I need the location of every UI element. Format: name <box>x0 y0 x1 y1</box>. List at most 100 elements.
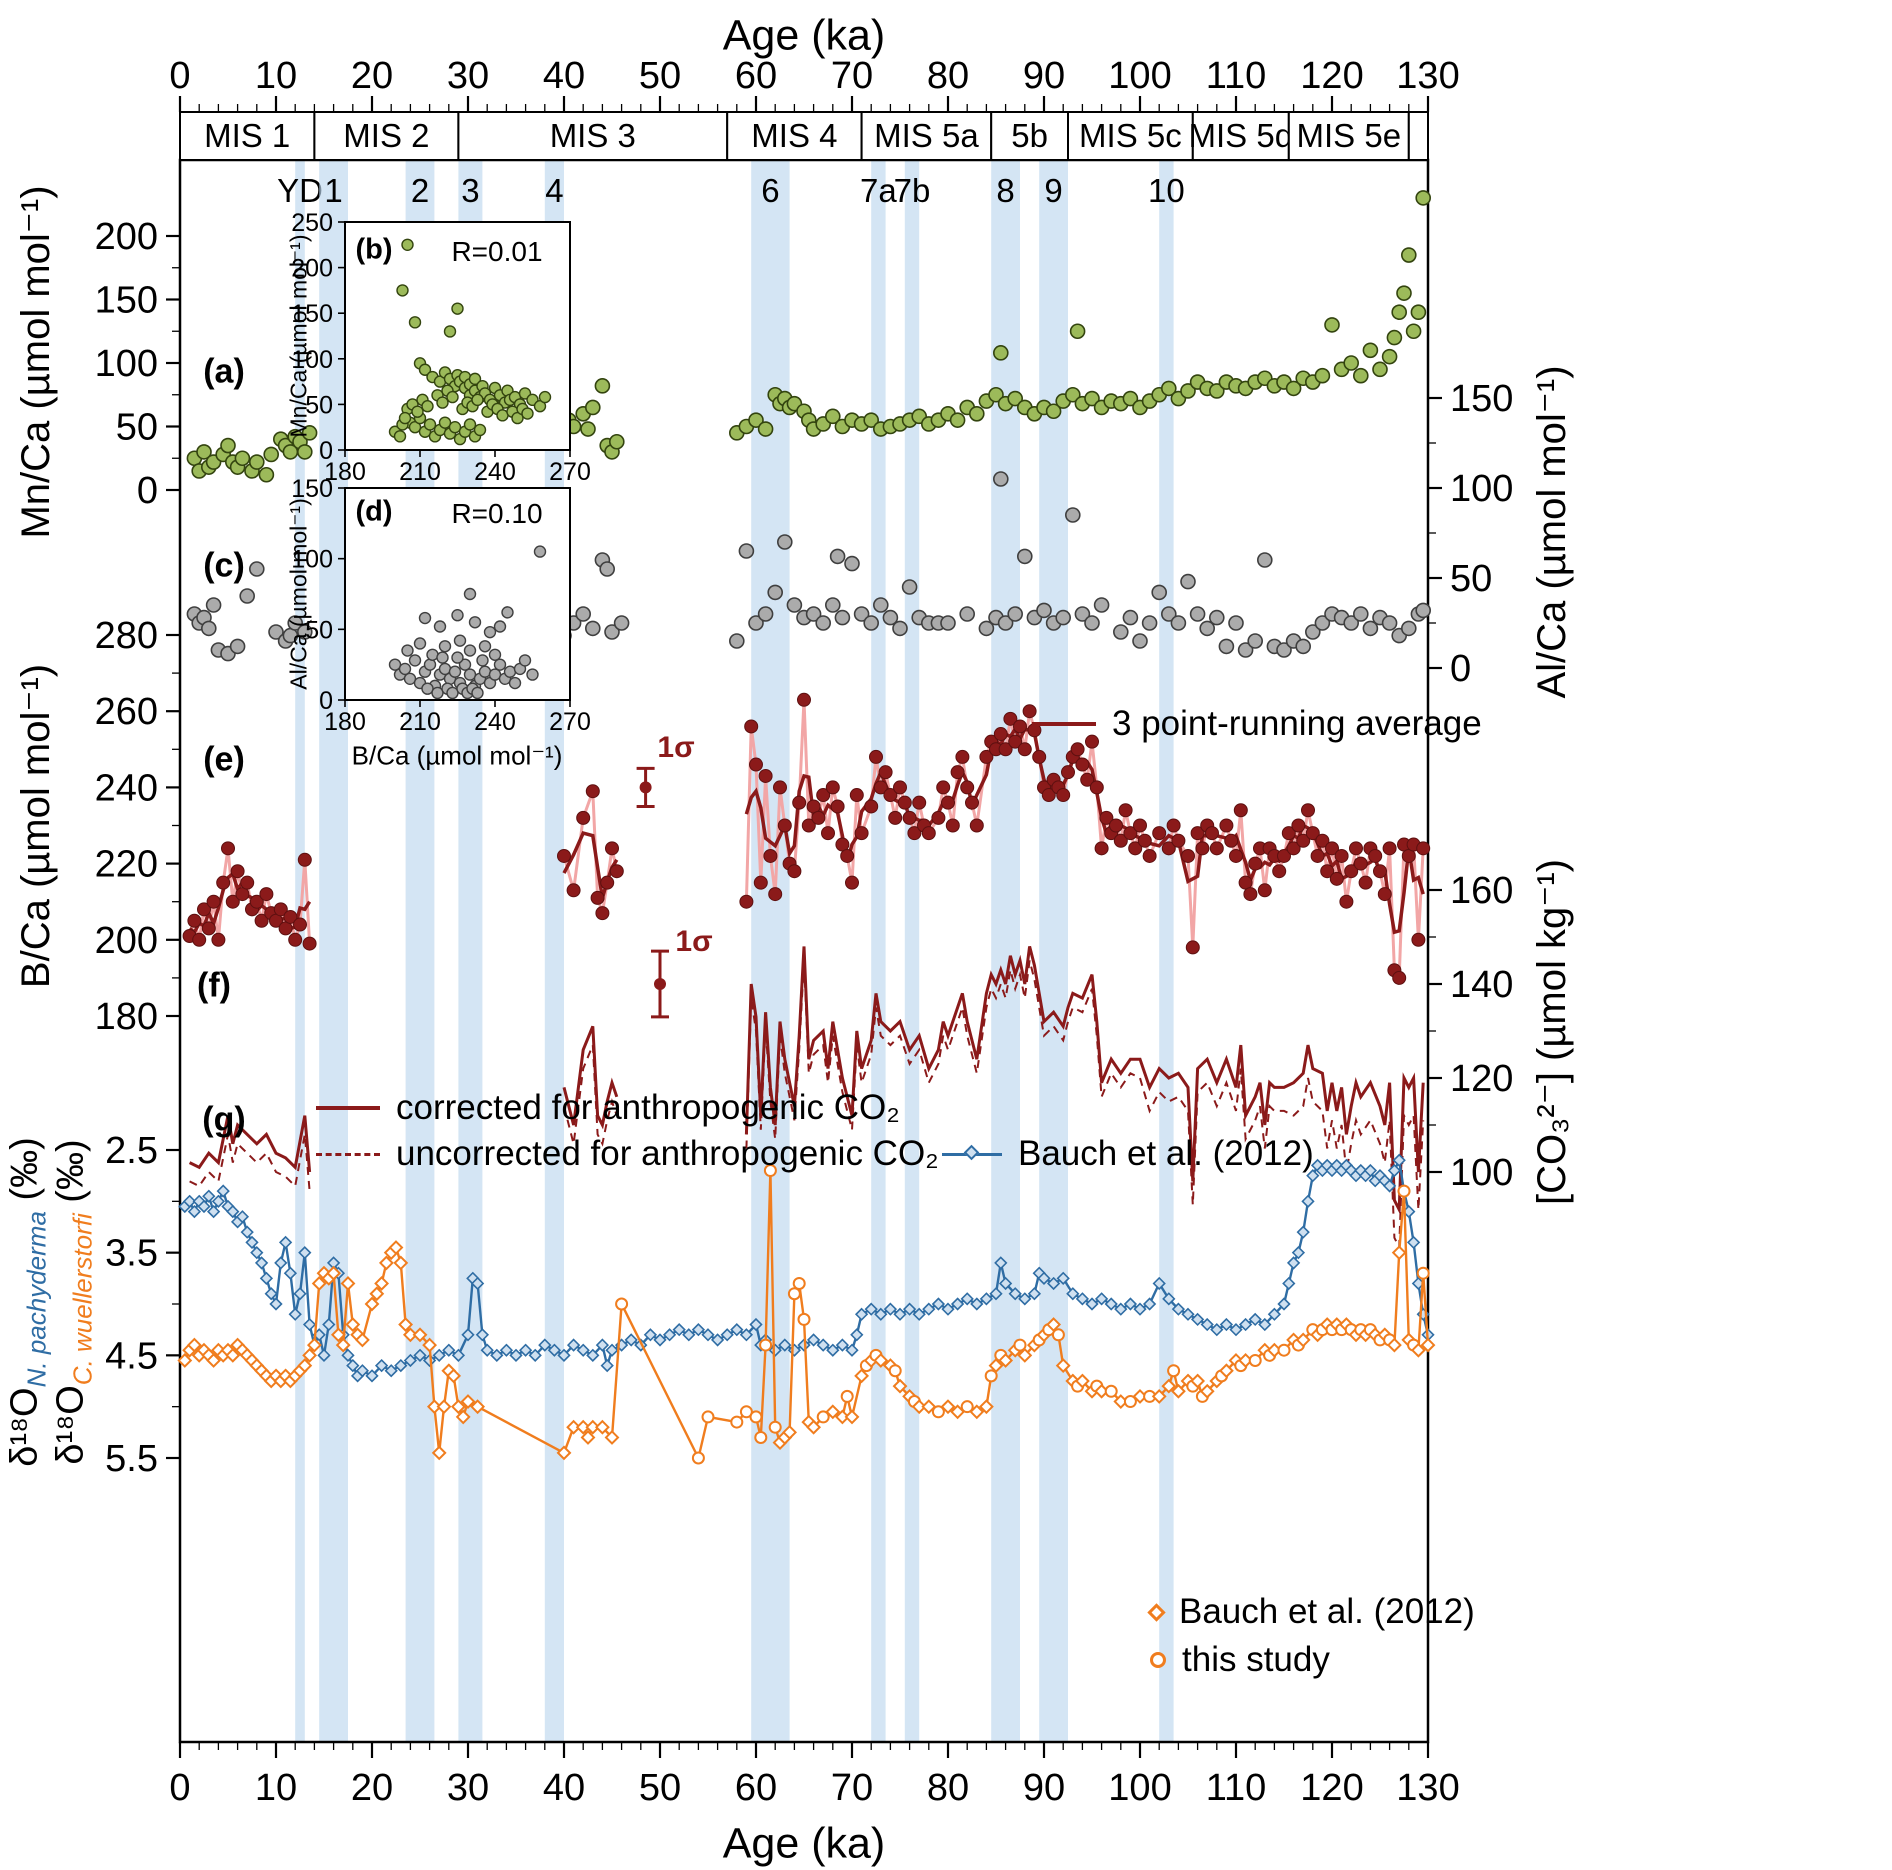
panel-letter-g: (g) <box>202 1100 246 1139</box>
tick-label: 120 <box>1300 55 1363 97</box>
mis-band <box>1067 111 1194 161</box>
stadial-label-7b: 7b <box>894 172 931 209</box>
tick-label: 200 <box>291 255 333 283</box>
mis-label: MIS 4 <box>751 117 837 154</box>
inset-d-r-value: R=0.10 <box>451 498 543 529</box>
tick-label: 0 <box>169 1767 190 1809</box>
tick-label: 100 <box>1108 55 1171 97</box>
tick-label: 160 <box>1450 870 1513 912</box>
tick-label: 210 <box>399 708 441 736</box>
mis-label: 5b <box>1011 117 1048 154</box>
tick-label: 240 <box>95 767 158 809</box>
tick-label: 270 <box>549 708 591 736</box>
b-ca-axis-title: B/Ca (µmol mol⁻¹) <box>14 663 58 989</box>
tick-label: 50 <box>639 55 681 97</box>
wuellerstorfi-subscript: C. wuellerstorfi <box>67 1213 98 1386</box>
stadial-label-YD: YD <box>277 172 323 209</box>
tick-label: 80 <box>927 1767 969 1809</box>
panel-letter-f: (f) <box>197 966 231 1005</box>
mis-label: MIS 5e <box>1297 117 1402 154</box>
panel-letter-d: (d) <box>355 495 393 528</box>
stadial-label-3: 3 <box>461 172 479 209</box>
running-average-legend: 3 point-running average <box>1032 704 1482 744</box>
mn-ca-series <box>186 190 1431 483</box>
stadial-label-6: 6 <box>761 172 779 209</box>
panel-letter-e: (e) <box>203 740 245 779</box>
tick-label: 40 <box>543 1767 585 1809</box>
tick-label: 270 <box>549 458 591 486</box>
tick-label: 90 <box>1023 55 1065 97</box>
pachyderma-legend-label: Bauch et al. (2012) <box>1018 1134 1314 1173</box>
mis-band <box>860 111 993 161</box>
stadial-label-8: 8 <box>996 172 1014 209</box>
stadial-label-9: 9 <box>1044 172 1062 209</box>
tick-label: 2.5 <box>105 1130 158 1172</box>
tick-label: 60 <box>735 55 777 97</box>
tick-label: 100 <box>1450 1152 1513 1194</box>
uncorrected-label: uncorrected for anthropogenic CO₂ <box>396 1134 939 1173</box>
tick-label: 180 <box>95 996 158 1038</box>
tick-label: 50 <box>639 1767 681 1809</box>
sigma-label-co3: 1σ <box>675 925 713 958</box>
d18o-wuellerstorfi-axis-title: δ¹⁸OC. wuellerstorfi (‰) <box>50 1139 99 1464</box>
tick-label: 150 <box>291 475 333 503</box>
tick-label: 100 <box>291 546 333 574</box>
mis-label: MIS 5d <box>1189 117 1294 154</box>
stadial-label-7a: 7a <box>860 172 897 209</box>
stadial-band-7a <box>871 160 886 1742</box>
orange-diamond-icon <box>1147 1602 1166 1622</box>
al-ca-series <box>186 471 1431 662</box>
tick-label: 110 <box>1206 55 1267 97</box>
tick-label: 50 <box>116 407 158 449</box>
tick-label: 220 <box>95 844 158 886</box>
bottom-axis-title: Age (ka) <box>722 1819 886 1868</box>
tick-label: 10 <box>255 55 297 97</box>
tick-label: 150 <box>291 300 333 328</box>
corrected-line-swatch <box>316 1106 380 1110</box>
tick-label: 30 <box>447 55 489 97</box>
mis-row: MIS 1 MIS 2 MIS 3 MIS 4 MIS 5a 5b MIS 5c MIS 5d… <box>179 111 1430 161</box>
orange-circle-icon <box>1150 1652 1166 1668</box>
wuellerstorfi-bauch-legend: Bauch et al. (2012) <box>1147 1592 1475 1632</box>
d18o-pachyderma-axis-title: δ¹⁸ON. pachyderma (‰) <box>4 1137 53 1467</box>
stadial-label-2: 2 <box>411 172 429 209</box>
stadial-label-1: 1 <box>324 172 342 209</box>
al-ca-axis-title: Al/Ca (µmol mol⁻¹) <box>1530 365 1574 699</box>
uncorrected-legend: uncorrected for anthropogenic CO₂ <box>316 1134 939 1174</box>
tick-label: 60 <box>735 1767 777 1809</box>
panel-letter-b: (b) <box>355 233 393 266</box>
d18o-symbol: δ¹⁸O <box>49 1385 92 1465</box>
stadial-band-1 <box>319 160 348 1742</box>
tick-label: 30 <box>447 1767 489 1809</box>
mis-label: MIS 3 <box>550 117 636 154</box>
pachyderma-legend: Bauch et al. (2012) <box>942 1134 1314 1174</box>
tick-label: 90 <box>1023 1767 1065 1809</box>
tick-label: 240 <box>474 458 516 486</box>
tick-label: 100 <box>1450 468 1513 510</box>
stadial-band-YD <box>295 160 305 1742</box>
mis-band <box>1191 111 1290 161</box>
mis-band <box>457 111 729 161</box>
mis-label: MIS 2 <box>343 117 429 154</box>
inset-d: 180 210 240 270 0 50 100 150 <box>291 475 591 736</box>
tick-label: 0 <box>319 687 333 715</box>
tick-label: 3.5 <box>105 1233 158 1275</box>
corrected-label: corrected for anthropogenic CO₂ <box>396 1088 900 1127</box>
tick-label: 130 <box>1396 1767 1459 1809</box>
tick-label: 200 <box>95 216 158 258</box>
tick-label: 40 <box>543 55 585 97</box>
tick-label: 100 <box>291 346 333 374</box>
running-average-label: 3 point-running average <box>1112 704 1482 743</box>
tick-label: 70 <box>831 1767 873 1809</box>
mis-band <box>1287 111 1410 161</box>
tick-label: 0 <box>169 55 190 97</box>
sigma-label-bca: 1σ <box>657 731 695 764</box>
tick-label: 70 <box>831 55 873 97</box>
tick-label: 210 <box>399 458 441 486</box>
top-axis-title: Age (ka) <box>722 11 886 60</box>
tick-label: 50 <box>305 391 333 419</box>
b-ca-series <box>182 692 1431 985</box>
mis-label: MIS 1 <box>204 117 290 154</box>
corrected-legend: corrected for anthropogenic CO₂ <box>316 1088 900 1128</box>
